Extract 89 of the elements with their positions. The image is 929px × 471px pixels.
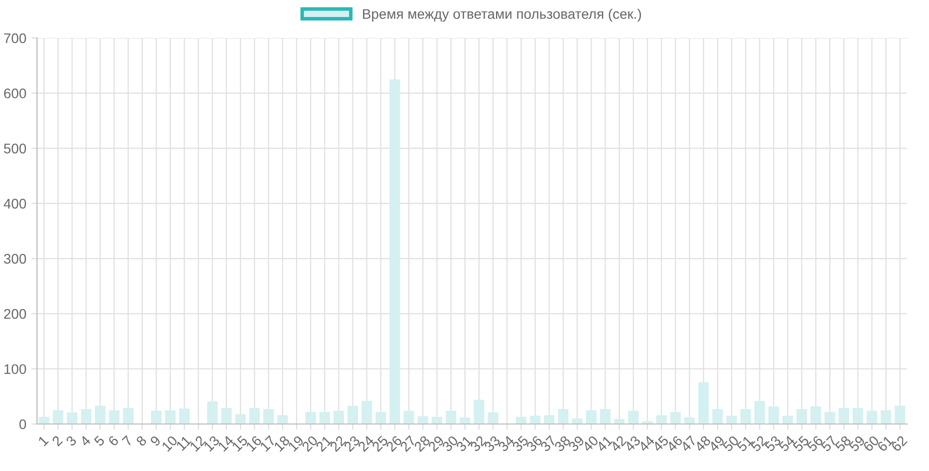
y-tick-label: 400 bbox=[4, 198, 26, 209]
bar bbox=[726, 416, 737, 424]
bar bbox=[614, 419, 625, 424]
x-tick-label: 18 bbox=[274, 435, 290, 452]
x-tick-label: 5 bbox=[94, 435, 106, 447]
y-tick-label: 700 bbox=[4, 33, 26, 44]
bar bbox=[642, 421, 653, 424]
legend-label: Время между ответами пользователя (сек.) bbox=[363, 8, 641, 22]
y-tick-label: 600 bbox=[4, 88, 26, 98]
bar bbox=[670, 412, 681, 424]
x-tick-label: 25 bbox=[372, 435, 388, 452]
bar bbox=[235, 414, 246, 424]
bar bbox=[488, 412, 498, 424]
bar bbox=[446, 410, 456, 424]
bar bbox=[249, 408, 260, 424]
x-tick-label: 11 bbox=[176, 435, 192, 451]
x-tick-label: 13 bbox=[203, 435, 220, 452]
bar bbox=[376, 412, 386, 424]
bar bbox=[151, 410, 162, 424]
x-tick-label: 28 bbox=[414, 435, 431, 452]
bar bbox=[460, 417, 470, 424]
y-tick-label: 200 bbox=[4, 309, 26, 319]
bar bbox=[333, 410, 344, 424]
bar bbox=[600, 409, 611, 424]
bar bbox=[165, 410, 176, 424]
y-tick-label: 500 bbox=[4, 144, 26, 154]
x-tick-label: 17 bbox=[260, 435, 276, 452]
bar bbox=[38, 416, 50, 424]
bar bbox=[628, 410, 639, 424]
x-tick-label: 9 bbox=[150, 435, 162, 447]
x-tick-label: 48 bbox=[694, 435, 712, 452]
bar bbox=[586, 410, 597, 424]
x-tick-label: 10 bbox=[161, 435, 178, 452]
x-tick-label: 7 bbox=[122, 435, 133, 446]
bar bbox=[558, 409, 568, 424]
bar bbox=[838, 408, 850, 424]
x-tick-label: 58 bbox=[834, 435, 852, 452]
bar bbox=[572, 418, 583, 424]
bar bbox=[221, 408, 232, 424]
bar bbox=[684, 417, 695, 424]
bar bbox=[754, 400, 765, 424]
y-tick-label: 100 bbox=[4, 364, 26, 374]
bar bbox=[263, 409, 274, 424]
bar bbox=[782, 416, 793, 424]
bar bbox=[712, 409, 723, 424]
x-tick-label: 27 bbox=[400, 435, 416, 452]
bar bbox=[698, 382, 709, 424]
bar bbox=[80, 409, 92, 424]
x-tick-label: 6 bbox=[108, 435, 120, 447]
bar bbox=[66, 412, 78, 424]
bar bbox=[866, 410, 878, 424]
bar bbox=[656, 415, 667, 424]
bar bbox=[530, 416, 540, 424]
bar bbox=[852, 408, 864, 424]
x-tick-label: 8 bbox=[136, 435, 148, 447]
bar bbox=[305, 412, 316, 424]
bar bbox=[277, 415, 288, 424]
y-tick-label: 300 bbox=[4, 254, 26, 264]
bar bbox=[544, 415, 554, 424]
bar bbox=[432, 416, 442, 424]
x-tick-label: 14 bbox=[218, 435, 234, 452]
x-tick-label: 1 bbox=[38, 435, 49, 446]
bar bbox=[94, 406, 106, 424]
bar bbox=[418, 416, 428, 424]
bar bbox=[796, 409, 808, 424]
x-tick-label: 3 bbox=[65, 435, 78, 447]
bar bbox=[740, 409, 751, 424]
x-tick-label: 4 bbox=[79, 435, 92, 447]
x-tick-label: 26 bbox=[386, 435, 402, 452]
bar bbox=[824, 412, 836, 424]
bar bbox=[516, 416, 526, 424]
x-tick-label: 2 bbox=[51, 435, 63, 446]
bar bbox=[108, 410, 120, 424]
bar bbox=[347, 406, 358, 424]
bar bbox=[52, 410, 64, 424]
bar bbox=[361, 400, 372, 424]
x-tick-label: 12 bbox=[189, 435, 206, 452]
y-tick-label: 0 bbox=[19, 419, 26, 430]
bar bbox=[179, 408, 190, 424]
bar bbox=[810, 406, 822, 424]
bar bbox=[390, 79, 400, 424]
bar bbox=[474, 400, 484, 424]
bar bbox=[207, 401, 218, 424]
bar bbox=[319, 412, 330, 424]
bar bbox=[880, 410, 892, 424]
bar bbox=[768, 406, 779, 424]
bar bbox=[894, 406, 906, 424]
bar bbox=[404, 410, 414, 424]
bar bbox=[122, 408, 134, 424]
